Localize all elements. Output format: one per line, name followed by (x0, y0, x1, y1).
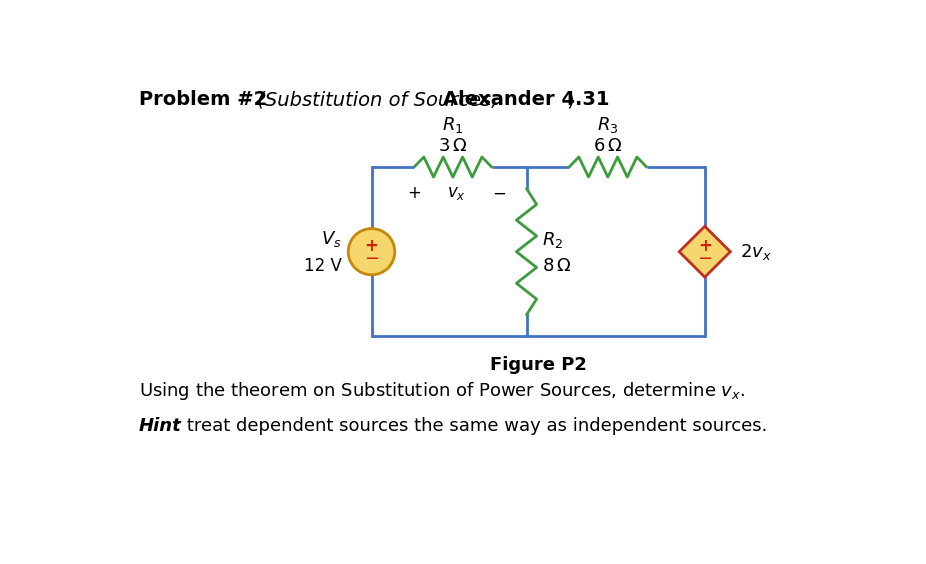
Text: $R_3$: $R_3$ (597, 114, 619, 135)
Text: $+$: $+$ (407, 184, 421, 202)
Circle shape (348, 228, 394, 275)
Text: Alexander 4.31: Alexander 4.31 (443, 90, 609, 109)
Text: −: − (364, 250, 379, 268)
Text: −: − (697, 250, 712, 268)
Text: $-$: $-$ (493, 184, 507, 202)
Text: $2v_x$: $2v_x$ (740, 242, 771, 262)
Text: +: + (698, 236, 712, 254)
Text: $R_2$: $R_2$ (542, 230, 563, 250)
Text: : treat dependent sources the same way as independent sources.: : treat dependent sources the same way a… (175, 417, 767, 435)
Text: Figure P2: Figure P2 (490, 356, 586, 374)
Text: Using the theorem on Substitution of Power Sources, determine $v_x$.: Using the theorem on Substitution of Pow… (139, 380, 745, 402)
Text: $3\,\Omega$: $3\,\Omega$ (438, 136, 468, 155)
Text: Hint: Hint (139, 417, 181, 435)
Text: $8\,\Omega$: $8\,\Omega$ (542, 257, 571, 275)
Text: $V_s$: $V_s$ (321, 230, 342, 249)
Text: ): ) (567, 90, 574, 109)
Text: $R_1$: $R_1$ (443, 114, 464, 135)
Text: $6\,\Omega$: $6\,\Omega$ (594, 136, 622, 155)
Text: 12 V: 12 V (304, 257, 342, 275)
Text: +: + (365, 236, 379, 254)
Text: (Substitution of Sources,: (Substitution of Sources, (251, 90, 504, 109)
Polygon shape (679, 226, 731, 277)
Text: Problem #2: Problem #2 (139, 90, 268, 109)
Text: $v_x$: $v_x$ (447, 184, 466, 202)
